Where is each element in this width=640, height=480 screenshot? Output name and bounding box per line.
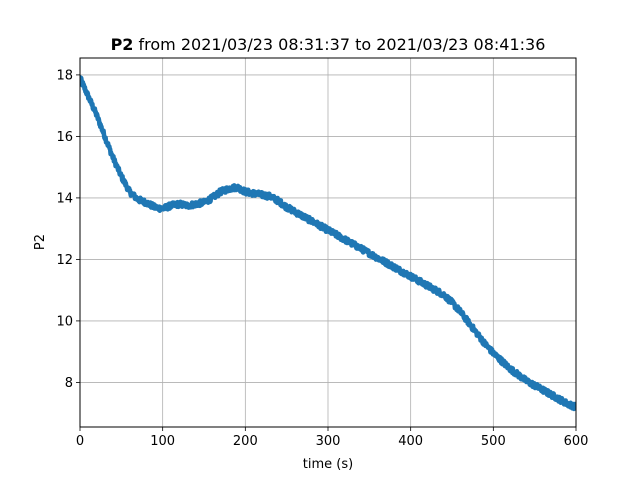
x-axis-label: time (s) [303, 457, 353, 472]
y-tick-label: 14 [56, 191, 73, 206]
y-tick-label: 16 [56, 130, 73, 145]
x-tick-label: 100 [150, 434, 175, 449]
x-tick-label: 0 [76, 434, 84, 449]
x-tick-label: 600 [564, 434, 589, 449]
x-tick-label: 400 [398, 434, 423, 449]
x-tick-label: 500 [481, 434, 506, 449]
x-axis-ticks: 0 100 200 300 400 500 600 [76, 427, 589, 449]
chart-title: P2 from 2021/03/23 08:31:37 to 2021/03/2… [111, 35, 546, 54]
grid-lines [79, 58, 577, 427]
y-tick-label: 12 [56, 253, 73, 268]
series-line-p2 [80, 74, 576, 412]
y-axis-label: P2 [33, 234, 48, 250]
x-tick-label: 300 [316, 434, 341, 449]
y-axis-ticks: 8 10 12 14 16 18 [56, 68, 80, 391]
y-tick-label: 8 [65, 376, 73, 391]
y-tick-label: 10 [56, 314, 73, 329]
chart-title-date-range: from 2021/03/23 08:31:37 to 2021/03/23 0… [133, 35, 545, 54]
chart-title-series-name: P2 [111, 35, 134, 54]
y-tick-label: 18 [56, 68, 73, 83]
x-tick-label: 200 [233, 434, 258, 449]
